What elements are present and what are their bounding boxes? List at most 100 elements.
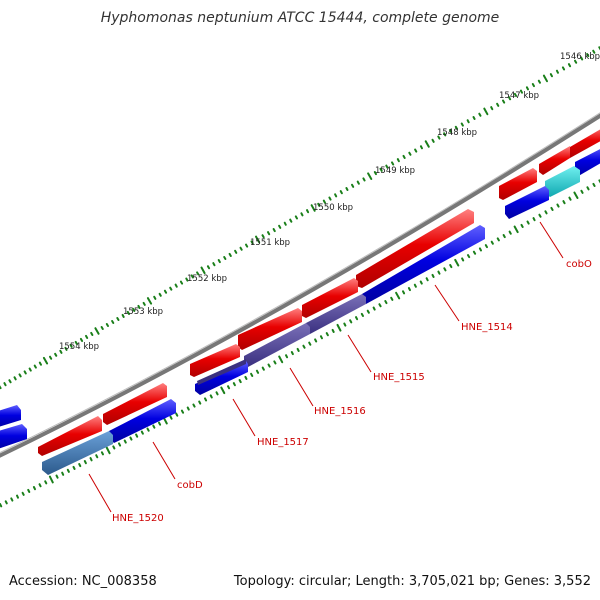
minor-tick — [443, 132, 447, 137]
minor-tick — [343, 322, 347, 327]
minor-tick — [294, 215, 298, 220]
minor-tick — [267, 363, 271, 368]
minor-tick — [267, 231, 271, 236]
scale-label: 1552 kbp — [187, 274, 227, 284]
minor-tick — [478, 247, 482, 252]
major-tick — [255, 235, 261, 244]
minor-tick — [61, 471, 65, 476]
genome-backbone — [0, 113, 600, 458]
minor-tick — [8, 379, 12, 384]
minor-tick — [580, 189, 584, 194]
gene-label-HNE_1516[interactable]: HNE_1516 — [314, 406, 366, 417]
minor-tick — [419, 145, 423, 150]
minor-tick — [223, 256, 227, 260]
minor-tick — [461, 257, 465, 262]
minor-tick — [186, 406, 190, 411]
scale-label: 1550 kbp — [313, 203, 353, 213]
major-tick — [424, 140, 430, 148]
scale-label: 1554 kbp — [59, 342, 99, 352]
minor-tick — [59, 349, 63, 354]
minor-tick — [79, 337, 84, 342]
scale-label: 1553 kbp — [123, 307, 163, 317]
minor-tick — [196, 271, 200, 276]
gene-arrow-forward — [103, 383, 167, 425]
gene-arrow-reverse — [0, 424, 27, 449]
minor-tick — [55, 474, 59, 479]
leader-line — [88, 473, 112, 513]
minor-tick — [250, 372, 254, 377]
minor-tick — [351, 183, 355, 188]
minor-tick — [66, 468, 70, 473]
gene-arrow-HNE_1520 — [42, 431, 113, 475]
minor-tick — [355, 316, 359, 321]
minor-tick — [245, 243, 249, 248]
minor-tick — [308, 341, 312, 346]
major-tick — [162, 416, 168, 425]
minor-tick — [137, 304, 141, 309]
minor-tick — [28, 367, 32, 372]
major-tick — [483, 107, 489, 116]
minor-tick — [319, 335, 323, 340]
minor-tick — [32, 486, 36, 491]
minor-tick — [484, 244, 488, 249]
major-tick — [42, 356, 49, 365]
minor-tick — [531, 83, 535, 88]
gene-label-HNE_1520[interactable]: HNE_1520 — [112, 513, 164, 524]
leader-line — [232, 398, 256, 437]
minor-tick — [100, 451, 104, 456]
gene-arrow-forward — [499, 168, 537, 200]
minor-tick — [105, 323, 109, 327]
minor-tick — [449, 129, 453, 134]
topology-text: Topology: circular; Length: 3,705,021 bp… — [233, 574, 591, 589]
scale-label: 1551 kbp — [250, 238, 290, 248]
gene-label-HNE_1515[interactable]: HNE_1515 — [373, 372, 425, 383]
major-tick — [454, 258, 460, 267]
minor-tick — [180, 409, 185, 414]
minor-tick — [3, 382, 7, 387]
minor-tick — [198, 400, 202, 405]
gene-arrow-reverse — [0, 405, 21, 427]
scale-label: 1549 kbp — [375, 166, 415, 176]
leader-line — [539, 221, 564, 259]
minor-tick — [502, 234, 506, 239]
minor-tick — [532, 217, 536, 222]
minor-tick — [339, 190, 343, 195]
gene-arrow-HNE_1515 — [306, 294, 366, 334]
minor-tick — [0, 503, 3, 508]
minor-tick — [513, 92, 518, 97]
minor-tick — [378, 303, 382, 308]
scale-label: 1548 kbp — [437, 128, 477, 138]
minor-tick — [525, 86, 529, 91]
major-tick — [542, 74, 548, 83]
minor-tick — [402, 290, 406, 295]
minor-tick — [126, 310, 130, 315]
gene-label-cobO[interactable]: cobO — [566, 259, 592, 270]
minor-tick — [185, 277, 189, 282]
minor-tick — [85, 334, 89, 339]
minor-tick — [549, 73, 553, 78]
gene-label-cobD[interactable]: cobD — [177, 480, 203, 491]
minor-tick — [356, 180, 360, 185]
minor-tick — [158, 292, 162, 297]
minor-tick — [300, 212, 304, 217]
minor-tick — [586, 186, 590, 191]
major-tick — [310, 204, 316, 212]
minor-tick — [255, 369, 260, 374]
minor-tick — [414, 148, 418, 153]
leader-line — [434, 284, 460, 322]
minor-tick — [328, 196, 332, 201]
minor-tick — [496, 237, 500, 242]
major-tick — [278, 355, 284, 364]
minor-tick — [331, 328, 335, 333]
minor-tick — [192, 403, 196, 408]
gene-arrow-forward — [238, 308, 302, 350]
minor-tick — [38, 361, 42, 366]
gene-arrow-forward — [356, 209, 474, 288]
minor-tick — [261, 366, 265, 371]
gene-label-HNE_1517[interactable]: HNE_1517 — [257, 437, 309, 448]
minor-tick — [568, 196, 572, 201]
minor-tick — [472, 250, 477, 255]
minor-tick — [502, 99, 506, 104]
gene-label-HNE_1514[interactable]: HNE_1514 — [461, 322, 513, 333]
major-tick — [573, 191, 579, 199]
